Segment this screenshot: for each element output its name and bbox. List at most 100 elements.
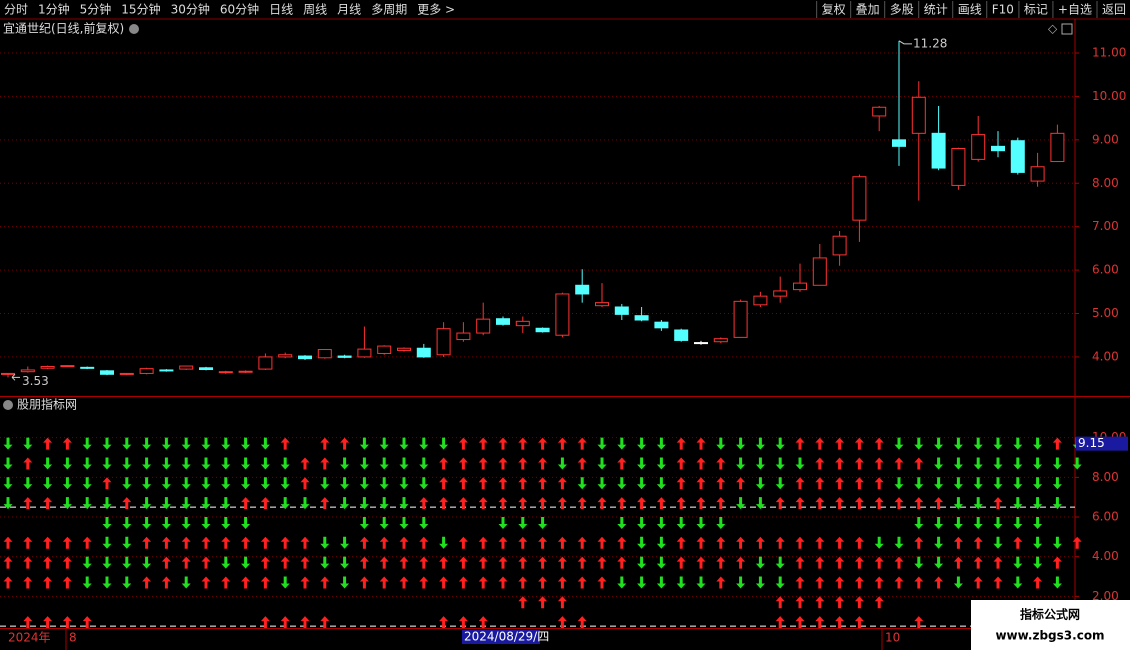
candle-body: [713, 338, 728, 343]
signal-arrow: [300, 576, 310, 589]
toolbar-button[interactable]: F10: [992, 3, 1014, 17]
signal-arrow: [953, 437, 963, 450]
signal-arrow: [201, 477, 211, 490]
signal-arrow: [656, 437, 666, 450]
candle-body: [159, 369, 174, 372]
signal-arrow: [854, 437, 864, 450]
signal-arrow: [161, 437, 171, 450]
signal-arrow: [973, 437, 983, 450]
signal-arrow: [3, 477, 13, 490]
signal-arrow: [379, 576, 389, 589]
title-toggle[interactable]: [129, 24, 139, 34]
signal-arrow: [1072, 536, 1082, 549]
signal-arrow: [934, 497, 944, 510]
candle-body: [555, 293, 570, 336]
signal-arrow: [82, 497, 92, 510]
signal-arrow: [993, 437, 1003, 450]
signal-arrow: [241, 437, 251, 450]
signal-arrow: [221, 536, 231, 549]
signal-arrow: [320, 437, 330, 450]
signal-arrow: [161, 556, 171, 569]
toolbar-button[interactable]: 复权: [822, 3, 846, 17]
signal-arrow: [142, 497, 152, 510]
signal-arrow: [914, 497, 924, 510]
candle-body: [852, 176, 867, 221]
signal-arrow: [617, 516, 627, 529]
signal-arrow: [241, 576, 251, 589]
y-tick-label: 5.00: [1092, 306, 1119, 320]
panel-icon[interactable]: [1061, 23, 1073, 35]
toolbar-tab[interactable]: 1分钟: [38, 2, 70, 17]
signal-arrow: [379, 437, 389, 450]
candle-body: [436, 328, 451, 356]
indicator-toggle[interactable]: [3, 400, 13, 410]
toolbar-tab[interactable]: 分时: [4, 3, 28, 17]
signal-arrow: [696, 556, 706, 569]
signal-arrow: [854, 497, 864, 510]
y-tick-label: 4.00: [1092, 349, 1119, 363]
candle-body: [238, 370, 253, 373]
toolbar-button[interactable]: 标记: [1024, 3, 1048, 17]
signal-arrow: [736, 437, 746, 450]
signal-arrow: [122, 457, 132, 470]
signal-arrow: [854, 556, 864, 569]
candle-body: [1010, 140, 1025, 173]
toolbar-tab[interactable]: 周线: [303, 3, 327, 17]
signal-arrow: [894, 556, 904, 569]
watermark-bg: [971, 600, 1130, 650]
signal-arrow: [142, 457, 152, 470]
toolbar-button[interactable]: 叠加: [856, 3, 880, 17]
signal-arrow: [755, 556, 765, 569]
toolbar-button[interactable]: 统计: [924, 3, 948, 17]
toolbar-tab[interactable]: 更多 >: [417, 3, 455, 17]
signal-arrow: [637, 536, 647, 549]
y-tick-label: 6.00: [1092, 510, 1119, 524]
toolbar-tab[interactable]: 月线: [337, 3, 361, 17]
signal-arrow: [320, 497, 330, 510]
signal-arrow: [241, 457, 251, 470]
signal-arrow: [914, 576, 924, 589]
candle-body: [931, 132, 946, 169]
signal-arrow: [201, 576, 211, 589]
signal-arrow: [260, 457, 270, 470]
signal-arrow: [914, 616, 924, 629]
toolbar-tab[interactable]: 多周期: [371, 3, 407, 17]
signal-arrow: [419, 536, 429, 549]
signal-arrow: [399, 477, 409, 490]
signal-arrow: [23, 556, 33, 569]
signal-arrow: [894, 477, 904, 490]
toolbar-tab[interactable]: 5分钟: [80, 2, 112, 17]
toolbar-tab[interactable]: 日线: [269, 3, 293, 17]
signal-arrow: [577, 457, 587, 470]
signal-arrow: [340, 477, 350, 490]
toolbar-button[interactable]: 多股: [890, 3, 914, 17]
signal-arrow: [439, 497, 449, 510]
signal-arrow: [775, 616, 785, 629]
candle-body: [377, 345, 392, 354]
signal-arrow: [676, 536, 686, 549]
signal-arrow: [894, 536, 904, 549]
signal-arrow: [300, 497, 310, 510]
candle-body: [911, 96, 926, 134]
signal-arrow: [340, 437, 350, 450]
toolbar-tab[interactable]: 30分钟: [171, 2, 210, 17]
signal-arrow: [835, 457, 845, 470]
toolbar-button[interactable]: 返回: [1102, 3, 1126, 17]
toolbar-button[interactable]: 画线: [958, 3, 982, 17]
signal-arrow: [637, 477, 647, 490]
signal-arrow: [241, 536, 251, 549]
signal-arrow: [1013, 437, 1023, 450]
signal-arrow: [439, 536, 449, 549]
toolbar-button[interactable]: +自选: [1058, 3, 1092, 17]
signal-arrow: [1052, 457, 1062, 470]
signal-arrow: [3, 437, 13, 450]
signal-arrow: [142, 536, 152, 549]
toolbar-tab[interactable]: 60分钟: [220, 2, 259, 17]
signal-arrow: [181, 576, 191, 589]
signal-arrow: [518, 576, 528, 589]
signal-arrow: [577, 536, 587, 549]
signal-arrow: [498, 536, 508, 549]
signal-arrow: [23, 616, 33, 629]
toolbar-tab[interactable]: 15分钟: [121, 2, 160, 17]
signal-arrow: [953, 556, 963, 569]
